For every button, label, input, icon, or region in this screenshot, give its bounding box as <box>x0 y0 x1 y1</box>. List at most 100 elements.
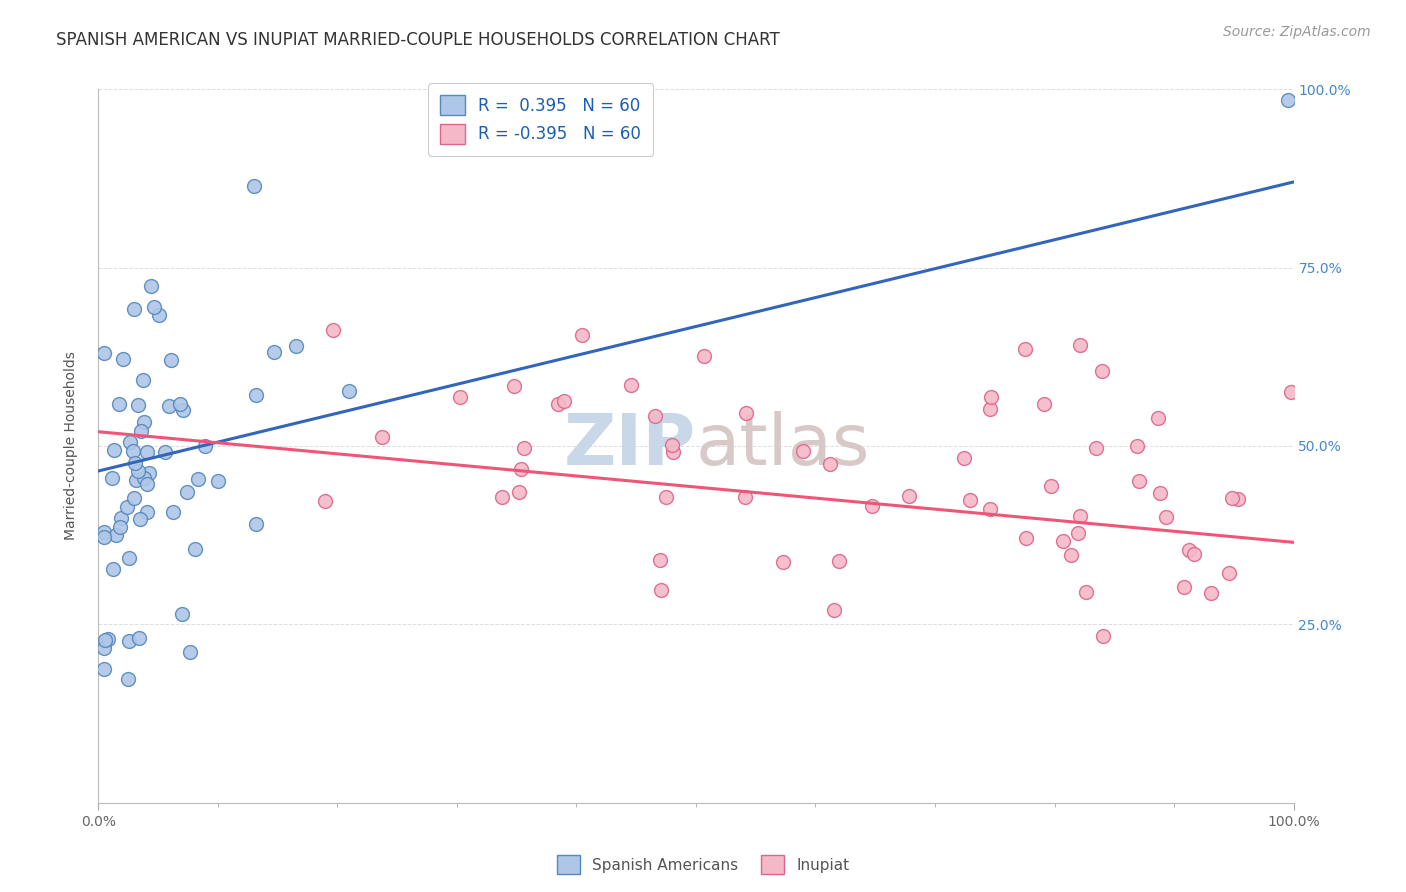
Point <box>734 490 756 504</box>
Point <box>128 512 150 526</box>
Point <box>100 471 122 485</box>
Point <box>1218 566 1240 581</box>
Point <box>124 456 146 470</box>
Point <box>1173 581 1195 595</box>
Point <box>162 505 184 519</box>
Point <box>1039 478 1062 492</box>
Point <box>1015 531 1038 545</box>
Point <box>509 462 531 476</box>
Point <box>650 553 672 567</box>
Legend: R =  0.395   N = 60, R = -0.395   N = 60: R = 0.395 N = 60, R = -0.395 N = 60 <box>429 83 652 155</box>
Point <box>370 430 392 444</box>
Point <box>103 442 125 457</box>
Point <box>118 435 141 450</box>
Point <box>93 641 115 656</box>
Point <box>1014 342 1036 356</box>
Point <box>1227 491 1250 506</box>
Point <box>243 179 266 194</box>
Y-axis label: Married-couple Households: Married-couple Households <box>63 351 77 541</box>
Point <box>118 633 141 648</box>
Point <box>127 398 149 412</box>
Point <box>245 516 267 531</box>
Point <box>1182 547 1205 561</box>
Point <box>132 373 155 387</box>
Point <box>263 344 285 359</box>
Point <box>160 353 183 368</box>
Point <box>508 484 530 499</box>
Point <box>823 603 845 617</box>
Point <box>118 551 141 566</box>
Point <box>959 493 981 508</box>
Point <box>644 409 666 423</box>
Point <box>127 464 149 478</box>
Point <box>953 450 976 465</box>
Point <box>176 485 198 500</box>
Point <box>1069 509 1091 524</box>
Point <box>661 438 683 452</box>
Point <box>661 445 683 459</box>
Point <box>735 405 758 419</box>
Point <box>108 396 131 410</box>
Point <box>1277 93 1299 107</box>
Point <box>129 424 152 438</box>
Legend: Spanish Americans, Inupiat: Spanish Americans, Inupiat <box>551 849 855 880</box>
Point <box>183 541 205 556</box>
Point <box>187 472 209 486</box>
Point <box>1069 338 1091 352</box>
Point <box>112 352 135 367</box>
Point <box>897 489 920 503</box>
Point <box>136 505 159 519</box>
Point <box>1128 475 1150 489</box>
Point <box>103 562 125 576</box>
Point <box>170 607 193 621</box>
Point <box>93 662 115 676</box>
Text: SPANISH AMERICAN VS INUPIAT MARRIED-COUPLE HOUSEHOLDS CORRELATION CHART: SPANISH AMERICAN VS INUPIAT MARRIED-COUP… <box>56 31 780 49</box>
Point <box>491 490 513 504</box>
Point <box>1091 629 1114 643</box>
Point <box>148 308 170 322</box>
Point <box>284 339 307 353</box>
Point <box>93 530 115 544</box>
Text: ZIP: ZIP <box>564 411 696 481</box>
Point <box>1199 586 1222 600</box>
Point <box>1220 491 1243 505</box>
Point <box>1060 548 1083 562</box>
Point <box>245 388 267 402</box>
Point <box>125 474 148 488</box>
Point <box>322 323 344 337</box>
Point <box>136 476 159 491</box>
Point <box>97 632 120 646</box>
Point <box>1074 585 1097 599</box>
Point <box>1178 543 1201 558</box>
Point <box>153 445 176 459</box>
Point <box>134 470 156 484</box>
Point <box>93 525 115 540</box>
Point <box>1149 486 1171 500</box>
Point <box>115 500 138 515</box>
Point <box>1084 442 1107 456</box>
Point <box>979 402 1001 417</box>
Text: Source: ZipAtlas.com: Source: ZipAtlas.com <box>1223 25 1371 39</box>
Point <box>139 279 162 293</box>
Point <box>1067 526 1090 541</box>
Point <box>138 467 160 481</box>
Point <box>104 528 127 542</box>
Point <box>1279 385 1302 400</box>
Point <box>110 511 132 525</box>
Point <box>93 346 115 360</box>
Point <box>1125 440 1147 454</box>
Point <box>979 502 1001 516</box>
Point <box>143 301 166 315</box>
Point <box>1154 510 1177 524</box>
Point <box>179 645 201 659</box>
Point <box>449 390 471 404</box>
Text: atlas: atlas <box>696 411 870 481</box>
Point <box>122 491 145 505</box>
Point <box>94 632 117 647</box>
Point <box>1091 364 1114 378</box>
Point <box>117 672 139 686</box>
Point <box>108 519 131 533</box>
Point <box>122 443 145 458</box>
Point <box>513 441 536 455</box>
Point <box>828 554 851 568</box>
